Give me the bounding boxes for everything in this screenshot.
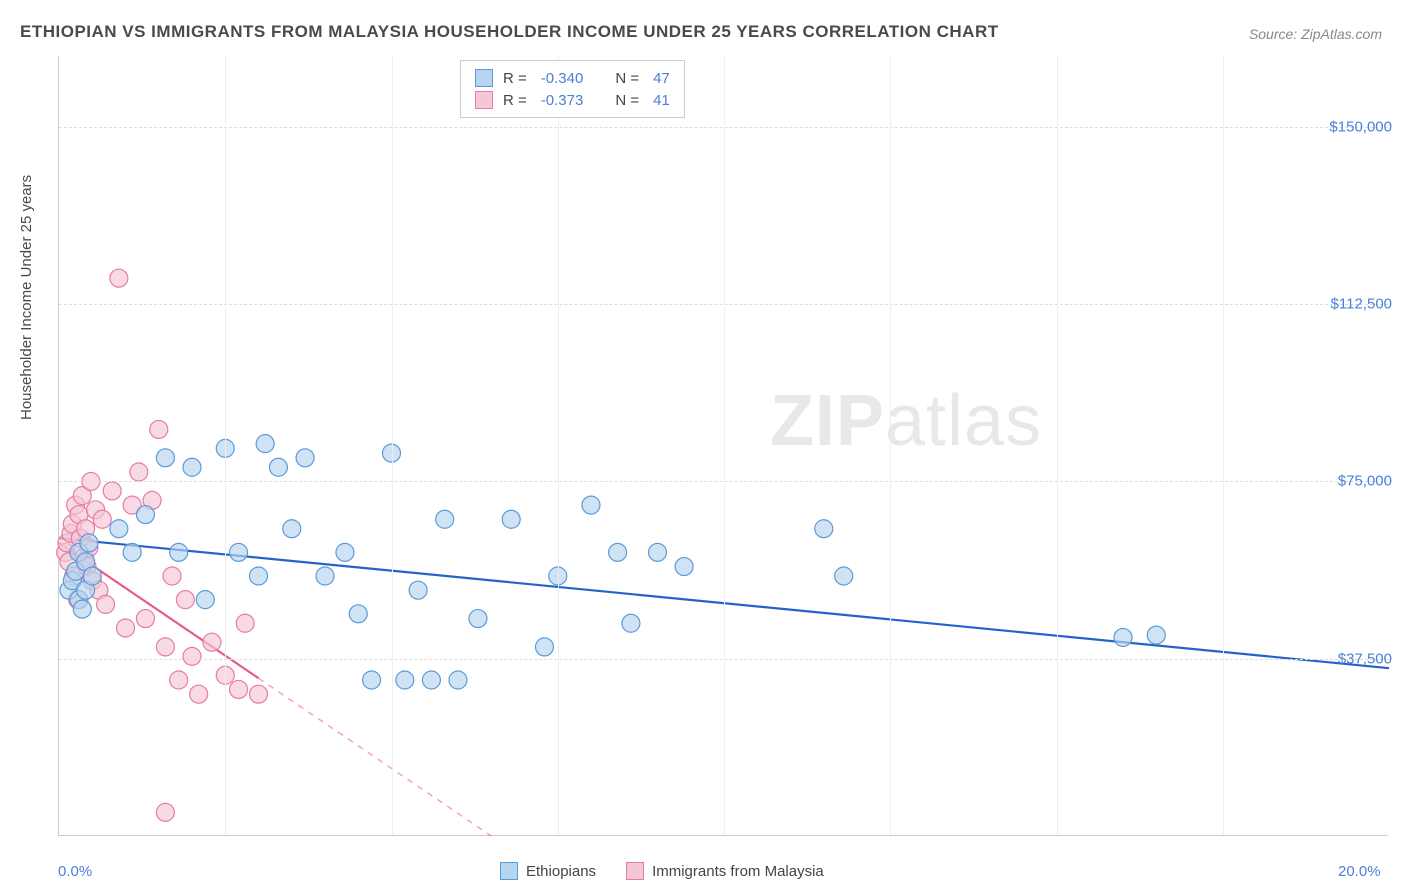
swatch-malaysia-bottom	[626, 862, 644, 880]
r-label: R =	[503, 70, 527, 87]
y-tick-label: $150,000	[1329, 118, 1392, 135]
legend-row-ethiopians: R = -0.340 N = 47	[475, 67, 670, 89]
r-label: R =	[503, 92, 527, 109]
y-tick-label: $75,000	[1338, 473, 1392, 490]
source-label: Source: ZipAtlas.com	[1249, 26, 1382, 42]
n-value-malaysia: 41	[653, 92, 670, 109]
legend-label-ethiopians: Ethiopians	[526, 863, 596, 880]
chart-title: ETHIOPIAN VS IMMIGRANTS FROM MALAYSIA HO…	[20, 22, 999, 42]
plot-area	[58, 56, 1388, 836]
swatch-malaysia	[475, 91, 493, 109]
correlation-legend: R = -0.340 N = 47 R = -0.373 N = 41	[460, 60, 685, 118]
n-value-ethiopians: 47	[653, 70, 670, 87]
swatch-ethiopians-bottom	[500, 862, 518, 880]
r-value-ethiopians: -0.340	[541, 70, 584, 87]
legend-item-malaysia: Immigrants from Malaysia	[626, 862, 824, 880]
y-axis-label: Householder Income Under 25 years	[18, 175, 35, 420]
x-tick-label: 20.0%	[1338, 863, 1381, 880]
x-tick-label: 0.0%	[58, 863, 92, 880]
n-label: N =	[615, 70, 639, 87]
r-value-malaysia: -0.373	[541, 92, 584, 109]
legend-row-malaysia: R = -0.373 N = 41	[475, 89, 670, 111]
series-legend: Ethiopians Immigrants from Malaysia	[500, 862, 824, 880]
n-label: N =	[615, 92, 639, 109]
y-tick-label: $112,500	[1331, 296, 1392, 313]
y-tick-label: $37,500	[1338, 650, 1392, 667]
legend-label-malaysia: Immigrants from Malaysia	[652, 863, 824, 880]
swatch-ethiopians	[475, 69, 493, 87]
legend-item-ethiopians: Ethiopians	[500, 862, 596, 880]
